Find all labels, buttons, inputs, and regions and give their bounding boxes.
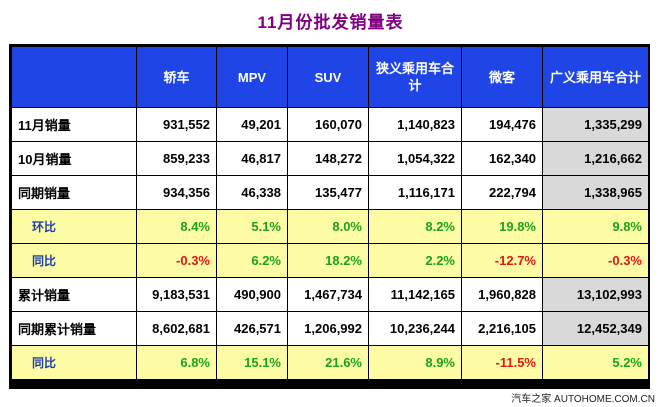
table-cell: 11,142,165 [368, 277, 462, 312]
table-cell: -0.3% [136, 243, 217, 278]
table-cell: 490,900 [216, 277, 288, 312]
table-cell: 1,216,662 [542, 141, 649, 176]
table-cell: 5.1% [216, 209, 288, 244]
row-label: 累计销量 [11, 277, 137, 312]
column-header: 广义乘用车合计 [542, 46, 649, 108]
table-cell: 2,216,105 [461, 311, 543, 346]
table-cell: 162,340 [461, 141, 543, 176]
table-cell: 160,070 [287, 107, 369, 142]
table-cell: 8.9% [368, 345, 462, 380]
table-cell: 6.8% [136, 345, 217, 380]
table-cell: 18.2% [287, 243, 369, 278]
table-cell: 13,102,993 [542, 277, 649, 312]
row-label: 同比 [11, 243, 137, 278]
table-row: 11月销量 931,552 49,201 160,070 1,140,823 194,47… [11, 107, 649, 142]
table-cell: 148,272 [287, 141, 369, 176]
table-row: 累计销量 9,183,531 490,900 1,467,734 11,142,165 1… [11, 277, 649, 312]
table-cell: 1,335,299 [542, 107, 649, 142]
table-row: 同比 -0.3% 6.2% 18.2% 2.2% -12.7% -0.3% [11, 243, 649, 278]
table-cell: 135,477 [287, 175, 369, 210]
table-cell: 931,552 [136, 107, 217, 142]
table-cell: 5.2% [542, 345, 649, 380]
sales-table: 轿车 MPV SUV 狭义乘用车合计 微客 广义乘用车合计 11月销量 931,552 49,2… [11, 46, 649, 380]
row-label: 11月销量 [11, 107, 137, 142]
watermark: 汽车之家 AUTOHOME.COM.CN [511, 394, 655, 405]
table-cell: 859,233 [136, 141, 217, 176]
table-cell: 6.2% [216, 243, 288, 278]
table-cell: 2.2% [368, 243, 462, 278]
table-row: 同期累计销量 8,602,681 426,571 1,206,992 10,236,24… [11, 311, 649, 346]
table-cell: 1,116,171 [368, 175, 462, 210]
table-cell: -12.7% [461, 243, 543, 278]
table-row: 10月销量 859,233 46,817 148,272 1,054,322 162,34… [11, 141, 649, 176]
table-cell: 9,183,531 [136, 277, 217, 312]
table-cell: 9.8% [542, 209, 649, 244]
column-header: 轿车 [136, 46, 217, 108]
table-cell: 222,794 [461, 175, 543, 210]
table-cell: 8,602,681 [136, 311, 217, 346]
table-cell: 1,140,823 [368, 107, 462, 142]
table-cell: 426,571 [216, 311, 288, 346]
row-label: 环比 [11, 209, 137, 244]
table-cell: 1,467,734 [287, 277, 369, 312]
table-row: 同比 6.8% 15.1% 21.6% 8.9% -11.5% 5.2% [11, 345, 649, 380]
table-cell: 19.8% [461, 209, 543, 244]
table-cell: 934,356 [136, 175, 217, 210]
table-cell: -11.5% [461, 345, 543, 380]
header-corner-cell [11, 46, 137, 108]
column-header: MPV [216, 46, 288, 108]
table-cell: -0.3% [542, 243, 649, 278]
table-cell: 12,452,349 [542, 311, 649, 346]
table-cell: 46,817 [216, 141, 288, 176]
table-cell: 1,338,965 [542, 175, 649, 210]
row-label: 同比 [11, 345, 137, 380]
table-cell: 49,201 [216, 107, 288, 142]
table-row: 环比 8.4% 5.1% 8.0% 8.2% 19.8% 9.8% [11, 209, 649, 244]
table-cell: 8.2% [368, 209, 462, 244]
column-header: SUV [287, 46, 369, 108]
row-label: 同期销量 [11, 175, 137, 210]
table-cell: 10,236,244 [368, 311, 462, 346]
table-frame: 轿车 MPV SUV 狭义乘用车合计 微客 广义乘用车合计 11月销量 931,552 49,2… [9, 44, 650, 389]
column-header: 狭义乘用车合计 [368, 46, 462, 108]
page-title: 11月份批发销量表 [257, 13, 404, 32]
column-header: 微客 [461, 46, 543, 108]
header-row: 轿车 MPV SUV 狭义乘用车合计 微客 广义乘用车合计 [11, 46, 649, 108]
table-row: 同期销量 934,356 46,338 135,477 1,116,171 222,794… [11, 175, 649, 210]
table-cell: 8.0% [287, 209, 369, 244]
table-cell: 46,338 [216, 175, 288, 210]
table-cell: 1,206,992 [287, 311, 369, 346]
table-cell: 21.6% [287, 345, 369, 380]
table-cell: 8.4% [136, 209, 217, 244]
table-cell: 15.1% [216, 345, 288, 380]
table-cell: 1,960,828 [461, 277, 543, 312]
row-label: 10月销量 [11, 141, 137, 176]
table-cell: 194,476 [461, 107, 543, 142]
table-cell: 1,054,322 [368, 141, 462, 176]
row-label: 同期累计销量 [11, 311, 137, 346]
